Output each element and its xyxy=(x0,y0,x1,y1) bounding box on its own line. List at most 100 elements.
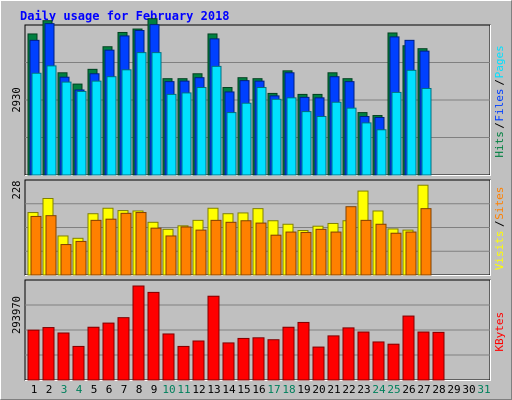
bar-sites-day-5 xyxy=(90,219,102,276)
bar-sites-day-12 xyxy=(195,229,207,276)
bar-pages-day-3 xyxy=(61,81,72,176)
bar-kbytes-day-6 xyxy=(102,322,115,381)
bar-pages-day-8 xyxy=(136,52,147,176)
bar-kbytes-day-10 xyxy=(162,333,175,381)
bar-pages-day-22 xyxy=(346,107,357,176)
bar-sites-day-10 xyxy=(165,235,177,276)
bar-sites-day-11 xyxy=(180,226,192,276)
bar-pages-day-13 xyxy=(211,65,222,176)
x-label-day-28: 28 xyxy=(432,383,445,396)
x-label-day-8: 8 xyxy=(136,383,143,396)
bar-pages-day-23 xyxy=(361,122,372,176)
x-label-day-25: 25 xyxy=(387,383,400,396)
bar-kbytes-day-9 xyxy=(147,291,160,381)
bar-kbytes-day-3 xyxy=(57,332,70,381)
x-label-day-26: 26 xyxy=(402,383,415,396)
panel-2-frame-highlight xyxy=(25,280,491,381)
bar-kbytes-day-19 xyxy=(297,321,310,381)
legend-separator: / xyxy=(493,122,506,129)
bar-sites-day-3 xyxy=(60,244,72,276)
bar-sites-day-21 xyxy=(330,231,342,276)
x-label-day-20: 20 xyxy=(312,383,325,396)
legend-sites: Sites xyxy=(493,187,506,220)
x-label-day-2: 2 xyxy=(46,383,53,396)
bar-sites-day-20 xyxy=(315,228,327,276)
bar-kbytes-day-25 xyxy=(387,343,400,381)
bar-kbytes-day-20 xyxy=(312,346,325,381)
bar-kbytes-day-2 xyxy=(42,327,55,381)
bar-pages-day-26 xyxy=(406,69,417,176)
bars xyxy=(27,18,445,381)
legend-pages: Pages xyxy=(493,45,506,78)
bar-kbytes-day-16 xyxy=(252,337,265,381)
legend-files: Files xyxy=(493,88,506,121)
bar-pages-day-4 xyxy=(76,90,87,176)
bar-kbytes-day-15 xyxy=(237,337,250,381)
middle-panel-max-label: 228 xyxy=(11,181,23,200)
x-label-day-9: 9 xyxy=(151,383,158,396)
x-label-day-5: 5 xyxy=(91,383,98,396)
bar-kbytes-day-12 xyxy=(192,340,205,381)
bar-pages-day-18 xyxy=(286,97,297,176)
bar-sites-day-17 xyxy=(270,234,282,276)
x-label-day-6: 6 xyxy=(106,383,113,396)
legend-separator: / xyxy=(493,79,506,86)
x-label-day-12: 12 xyxy=(192,383,205,396)
bar-sites-day-8 xyxy=(135,212,147,276)
legend-hits: Hits xyxy=(493,131,506,158)
bar-pages-day-2 xyxy=(46,65,57,176)
chart-title: Daily usage for February 2018 xyxy=(20,9,230,23)
bar-sites-day-13 xyxy=(210,219,222,276)
x-label-day-24: 24 xyxy=(372,383,386,396)
bar-kbytes-day-28 xyxy=(432,331,445,381)
x-label-day-4: 4 xyxy=(76,383,83,396)
bar-kbytes-day-21 xyxy=(327,335,340,381)
bar-sites-day-24 xyxy=(375,223,387,276)
x-label-day-13: 13 xyxy=(207,383,220,396)
x-label-day-22: 22 xyxy=(342,383,355,396)
bar-pages-day-7 xyxy=(121,69,132,176)
legend-visits: Visits xyxy=(493,230,506,270)
x-label-day-27: 27 xyxy=(417,383,430,396)
x-label-day-16: 16 xyxy=(252,383,265,396)
bar-sites-day-15 xyxy=(240,220,252,276)
bar-pages-day-15 xyxy=(241,102,252,176)
bar-kbytes-day-11 xyxy=(177,345,190,381)
bar-pages-day-11 xyxy=(181,92,192,176)
bar-pages-day-10 xyxy=(166,93,177,176)
bar-pages-day-27 xyxy=(421,88,432,176)
bar-pages-day-1 xyxy=(31,72,42,176)
bar-sites-day-22 xyxy=(345,206,357,276)
bar-pages-day-14 xyxy=(226,112,237,176)
bar-kbytes-day-17 xyxy=(267,339,280,381)
x-axis-day-labels: 1 2 3 4 5 6 7 8 9 10 11 12 13 14 15 16 17 18 19 20 21 22 23 24 2… xyxy=(31,383,491,396)
x-label-day-11: 11 xyxy=(177,383,190,396)
bar-pages-day-20 xyxy=(316,116,327,176)
x-label-day-19: 19 xyxy=(297,383,310,396)
x-label-day-29: 29 xyxy=(447,383,460,396)
bar-pages-day-9 xyxy=(151,52,162,176)
top-panel-max-label: 2930 xyxy=(11,87,23,112)
y-axis-max-labels: 2930 228 293970 xyxy=(11,87,23,334)
legend-separator: / xyxy=(493,220,506,227)
bar-sites-day-1 xyxy=(30,215,42,276)
bar-kbytes-day-22 xyxy=(342,327,355,381)
bar-kbytes-day-14 xyxy=(222,342,235,381)
bar-kbytes-day-27 xyxy=(417,331,430,381)
bar-kbytes-day-1 xyxy=(27,329,40,381)
bar-pages-day-5 xyxy=(91,80,102,176)
bar-sites-day-26 xyxy=(405,231,417,276)
bar-kbytes-day-8 xyxy=(132,285,145,381)
bar-sites-day-4 xyxy=(75,240,87,276)
x-label-day-30: 30 xyxy=(462,383,475,396)
bar-sites-day-16 xyxy=(255,222,267,276)
bar-pages-day-21 xyxy=(331,101,342,176)
bar-kbytes-day-4 xyxy=(72,345,85,381)
bar-sites-day-6 xyxy=(105,218,117,276)
bar-kbytes-day-23 xyxy=(357,331,370,381)
x-label-day-1: 1 xyxy=(31,383,38,396)
bar-kbytes-day-18 xyxy=(282,326,295,381)
bar-pages-day-19 xyxy=(301,111,312,176)
